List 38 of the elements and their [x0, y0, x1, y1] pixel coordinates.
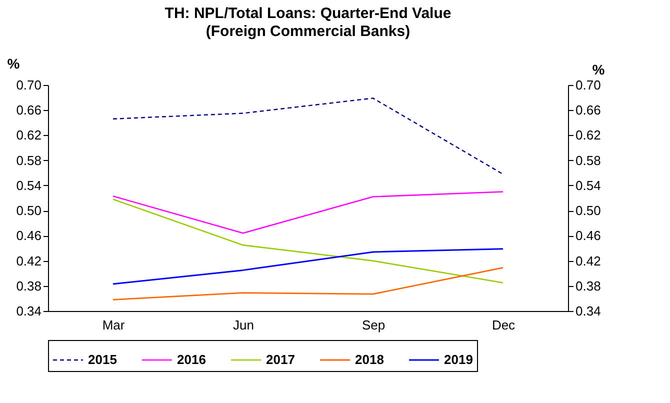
- y-tick-label: 0.62: [16, 128, 42, 143]
- y2-tick-label: 0.42: [576, 253, 601, 268]
- chart-subtitle: (Foreign Commercial Banks): [206, 23, 410, 40]
- y2-tick-label: 0.62: [576, 128, 601, 143]
- x-tick-label: Dec: [492, 318, 516, 332]
- y2-axis-title: %: [592, 62, 606, 78]
- x-tick-label: Mar: [102, 318, 126, 332]
- y2-tick-label: 0.38: [576, 278, 601, 294]
- chart-title: TH: NPL/Total Loans: Quarter-End Value: [164, 5, 452, 22]
- y2-tick-label: 0.54: [576, 178, 601, 193]
- y2-tick-label: 0.34: [576, 304, 601, 318]
- y-tick-label: 0.46: [16, 228, 42, 244]
- legend-label: 2016: [177, 352, 206, 367]
- line-series: [112, 198, 504, 284]
- x-tick-label: Sep: [362, 318, 386, 332]
- legend-label: 2019: [444, 352, 473, 367]
- legend-label: 2018: [355, 352, 384, 367]
- y-tick-label: 0.34: [16, 304, 42, 318]
- y-tick-label: 0.38: [16, 278, 42, 294]
- y2-tick-label: 0.58: [576, 152, 601, 168]
- line-series: [112, 248, 504, 285]
- y-tick-label: 0.50: [16, 203, 42, 218]
- y-tick-label: 0.70: [16, 78, 42, 92]
- line-series: [112, 266, 504, 300]
- y-tick-label: 0.54: [16, 178, 42, 193]
- y-tick-label: 0.58: [16, 152, 42, 168]
- y2-tick-label: 0.50: [576, 203, 601, 218]
- line-series: [112, 98, 504, 175]
- y-tick-label: 0.42: [16, 253, 42, 268]
- y-tick-label: 0.66: [16, 102, 42, 118]
- y2-tick-label: 0.70: [576, 78, 601, 92]
- legend-label: 2015: [88, 352, 117, 367]
- line-series: [112, 191, 504, 234]
- y2-tick-label: 0.46: [576, 228, 601, 244]
- x-tick-label: Jun: [233, 318, 254, 332]
- y2-tick-label: 0.66: [576, 102, 601, 118]
- y-axis-title: %: [7, 56, 20, 72]
- legend-label: 2017: [266, 352, 295, 367]
